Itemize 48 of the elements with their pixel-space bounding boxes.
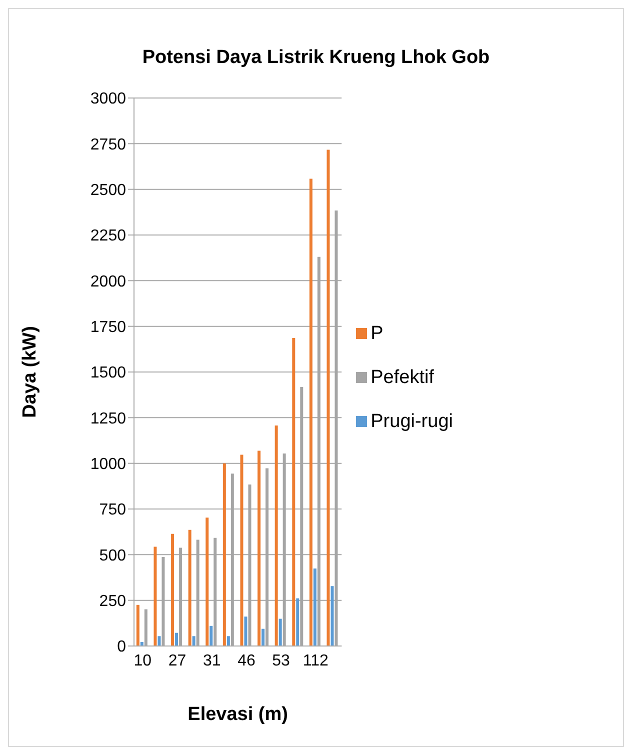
- bar: [154, 546, 157, 646]
- y-tick-label: 3000: [90, 90, 126, 108]
- bar: [136, 604, 140, 646]
- legend-label: Pefektif: [370, 366, 434, 388]
- bar: [330, 586, 334, 646]
- x-axis-title: Elevasi (m): [188, 704, 288, 725]
- bar: [262, 628, 265, 646]
- x-tick-label: 112: [302, 652, 329, 670]
- y-tick-label: 2500: [90, 182, 126, 200]
- y-tick-label: 2000: [90, 273, 126, 290]
- bar: [171, 534, 174, 646]
- y-tick-label: 750: [99, 502, 126, 519]
- bar: [278, 618, 282, 646]
- y-tick-label: 500: [99, 547, 126, 564]
- bar: [175, 632, 178, 646]
- y-tick-label: 1750: [90, 319, 126, 336]
- legend-label: P: [370, 322, 384, 344]
- bar: [226, 636, 230, 646]
- bar: [158, 636, 161, 646]
- x-tick-label: 27: [168, 652, 186, 670]
- bar: [192, 636, 196, 646]
- bar: [309, 178, 312, 646]
- y-axis-title: Daya (kW): [20, 326, 41, 418]
- bar: [296, 598, 300, 646]
- legend-label: Prugi-rugi: [370, 410, 453, 432]
- bar: [258, 450, 261, 646]
- bar: [326, 150, 330, 646]
- bar: [206, 518, 209, 646]
- x-tick-label: 10: [134, 652, 152, 670]
- chart-title: Potensi Daya Listrik Krueng Lhok Gob: [141, 47, 491, 69]
- bar: [222, 463, 226, 646]
- y-tick-label: 1250: [90, 410, 126, 428]
- x-tick-label: 46: [238, 652, 256, 670]
- y-tick-label: 2250: [90, 228, 126, 245]
- bar: [292, 338, 296, 646]
- y-tick-label: 2750: [90, 136, 126, 154]
- bar: [244, 616, 248, 646]
- bar: [240, 454, 244, 646]
- y-tick-label: 0: [117, 638, 126, 656]
- bar: [210, 626, 213, 646]
- y-tick-label: 1000: [90, 456, 126, 474]
- bar: [188, 530, 192, 646]
- bar: [274, 426, 278, 646]
- y-tick-label: 250: [99, 593, 126, 610]
- x-tick-label: 31: [202, 652, 221, 670]
- x-tick-label: 53: [272, 652, 290, 670]
- y-tick-label: 1500: [90, 364, 126, 382]
- bar: [313, 568, 316, 646]
